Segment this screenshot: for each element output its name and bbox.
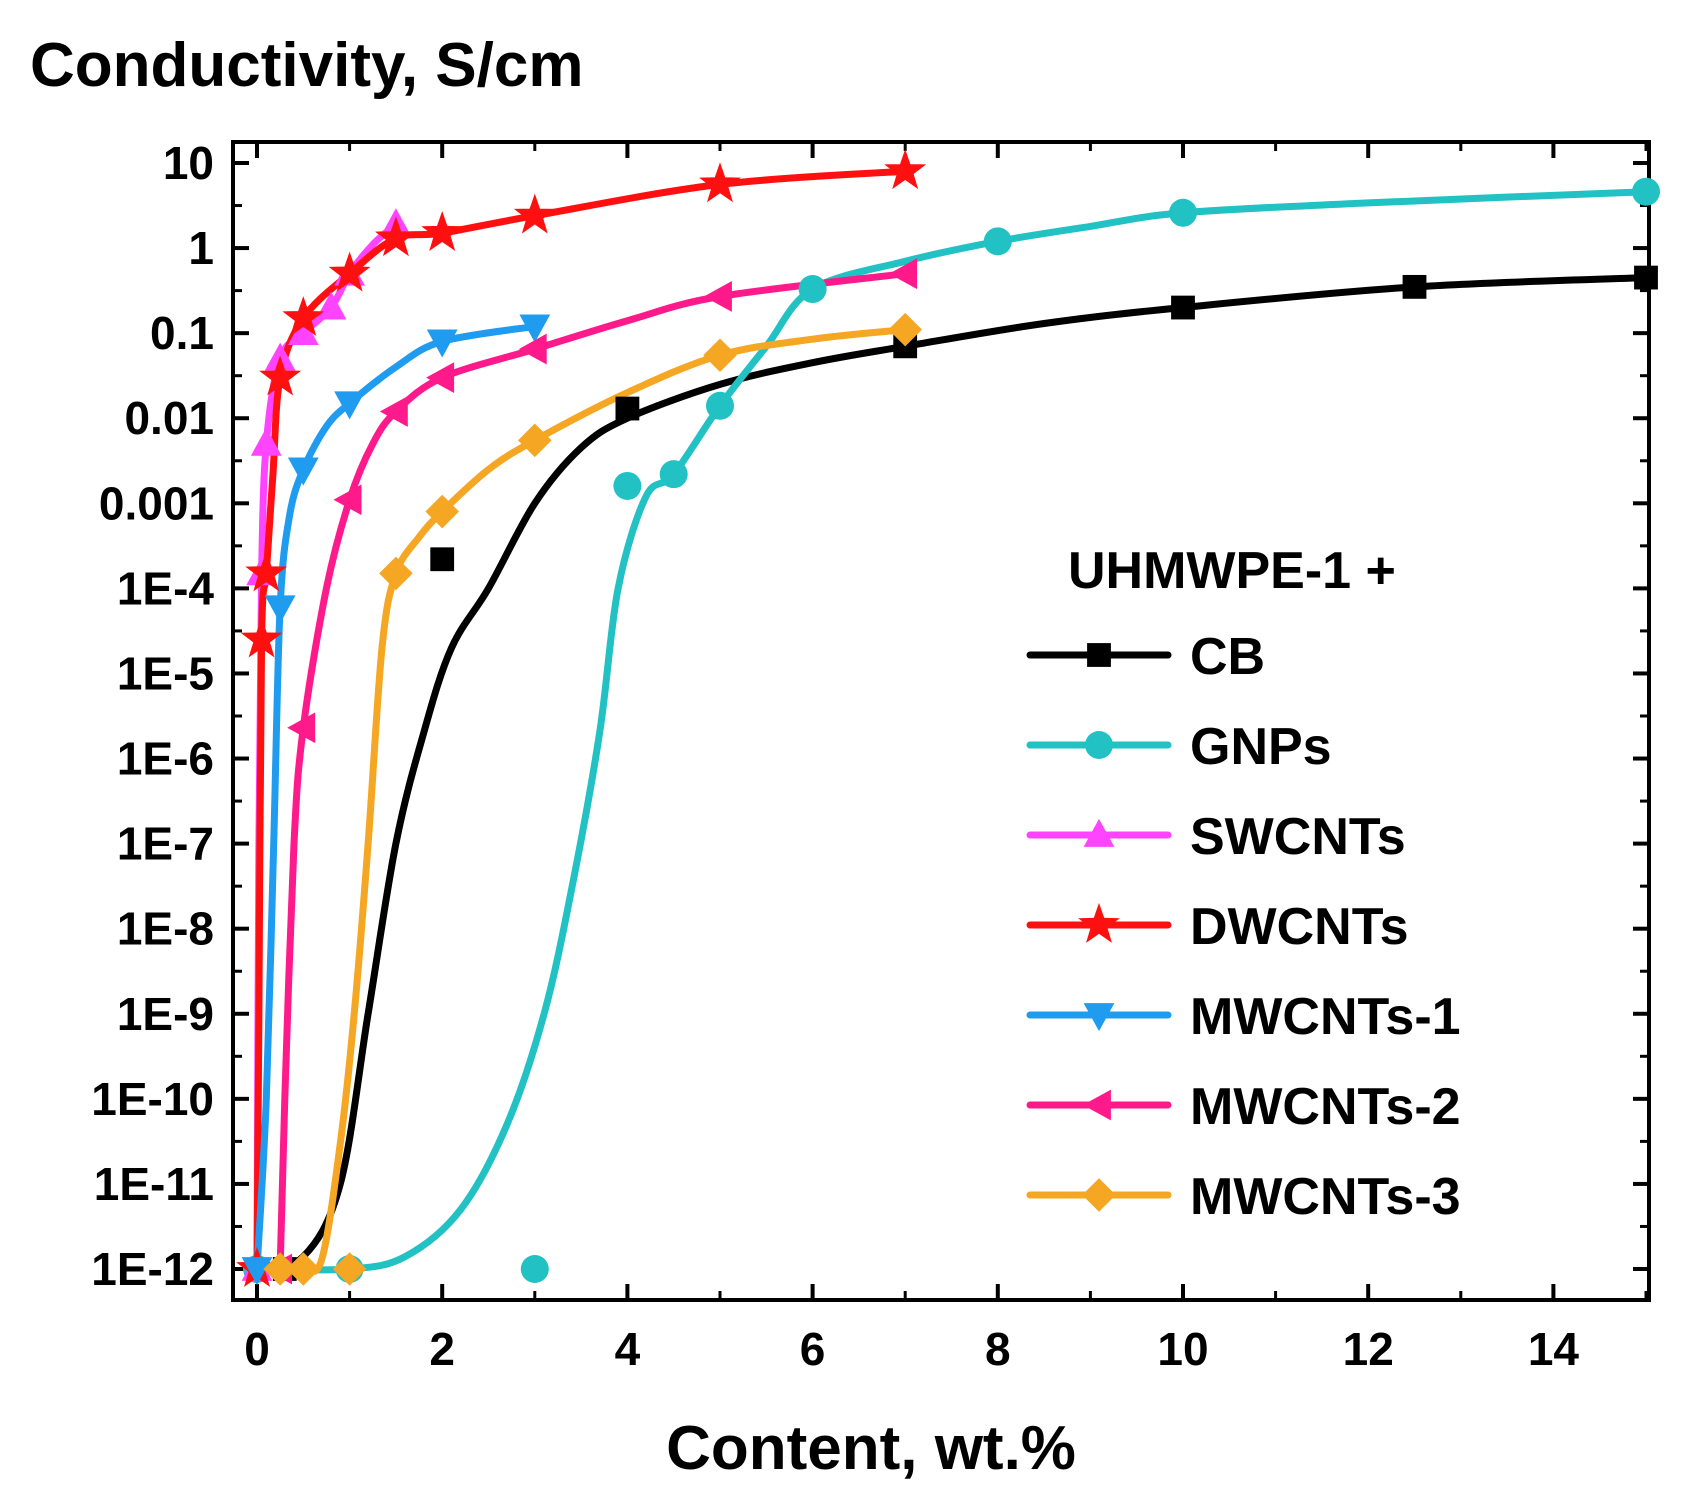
data-point-dwcnts — [282, 296, 325, 336]
y-axis: 1E-12 1E-11 1E-10 1E-9 1E-8 1E-7 1E-6 1E-5 1E-4 0… — [91, 137, 1649, 1295]
data-point-cb — [1634, 265, 1658, 290]
data-point-dwcnts — [374, 216, 417, 257]
data-point-mwcnts-1 — [334, 391, 365, 420]
data-point-mwcnts-1 — [241, 1257, 273, 1286]
legend-label-gnps: GNPs — [1190, 718, 1332, 776]
data-point-dwcnts — [245, 551, 288, 592]
x-axis-title: Content, wt.% — [666, 1414, 1076, 1483]
data-point-dwcnts — [421, 211, 464, 252]
data-point-gnps — [520, 1255, 549, 1283]
data-point-mwcnts-3 — [518, 423, 552, 458]
data-point-mwcnts-1 — [426, 329, 458, 358]
data-point-gnps — [613, 471, 642, 500]
data-point-mwcnts-2 — [379, 396, 408, 427]
x-tick-label: 6 — [800, 1323, 826, 1375]
data-point-cb — [430, 547, 455, 572]
legend-marker-mwcnts-1 — [1083, 1003, 1115, 1032]
data-point-cb — [1402, 274, 1427, 299]
data-point-cb — [1171, 295, 1195, 320]
data-point-mwcnts-2 — [703, 281, 732, 312]
legend-marker-cb — [1087, 643, 1111, 667]
y-tick-label: 0.1 — [150, 307, 214, 359]
data-point-mwcnts-3 — [703, 338, 737, 373]
x-axis: 0 2 4 6 8 10 12 14 — [244, 142, 1648, 1375]
data-point-mwcnts-3 — [379, 556, 413, 591]
data-point-mwcnts-3 — [286, 1252, 321, 1286]
data-point-mwcnts-3 — [888, 312, 922, 347]
legend-marker-swcnts — [1083, 818, 1115, 847]
y-tick-label: 0.01 — [124, 392, 214, 444]
x-tick-label: 0 — [244, 1323, 270, 1375]
data-point-gnps — [659, 460, 688, 489]
legend-label-mwcnts-2: MWCNTs-2 — [1190, 1078, 1461, 1136]
legend-label-cb: CB — [1190, 628, 1265, 686]
series-line-mwcnts-3 — [276, 326, 909, 1275]
data-point-mwcnts-3 — [425, 494, 459, 529]
legend-label-dwcnts: DWCNTs — [1190, 898, 1409, 956]
data-point-dwcnts — [240, 617, 283, 658]
y-tick-label: 1E-10 — [91, 1073, 214, 1125]
data-point-swcnts — [287, 317, 319, 346]
data-point-dwcnts — [884, 149, 927, 190]
data-point-dwcnts — [699, 162, 741, 203]
data-point-dwcnts — [259, 355, 302, 396]
data-point-gnps — [798, 275, 827, 304]
y-tick-label: 1E-9 — [117, 988, 214, 1040]
data-point-mwcnts-2 — [518, 333, 547, 365]
data-point-dwcnts — [513, 193, 556, 234]
x-tick-label: 10 — [1157, 1323, 1208, 1375]
y-tick-label: 1E-7 — [117, 818, 214, 870]
data-point-mwcnts-2 — [333, 484, 362, 516]
y-tick-label: 1E-12 — [91, 1243, 214, 1295]
legend-label-mwcnts-1: MWCNTs-1 — [1190, 988, 1461, 1046]
series-line-mwcnts-1 — [253, 322, 539, 1273]
data-point-mwcnts-3 — [332, 1252, 367, 1286]
data-point-mwcnts-2 — [287, 712, 316, 744]
data-point-gnps — [983, 227, 1012, 256]
legend-title: UHMWPE-1 + — [1068, 542, 1396, 600]
y-tick-label: 1E-4 — [117, 562, 215, 614]
data-point-swcnts — [315, 291, 347, 320]
data-point-mwcnts-3 — [263, 1252, 297, 1286]
legend-label-mwcnts-3: MWCNTs-3 — [1190, 1168, 1461, 1226]
legend-marker-mwcnts-2 — [1082, 1089, 1111, 1121]
data-point-gnps — [706, 391, 734, 420]
legend: CB GNPs SWCNTs DWCNTs MWCNTs-1 MWCNTs-2 MWCNTs… — [1026, 628, 1461, 1226]
data-point-mwcnts-2 — [426, 362, 455, 394]
legend-marker-gnps — [1085, 731, 1113, 759]
data-point-gnps — [1632, 177, 1660, 206]
y-tick-label: 1E-6 — [117, 733, 214, 785]
data-point-dwcnts — [328, 251, 371, 292]
y-tick-label: 1 — [188, 222, 214, 274]
y-tick-label: 1E-5 — [117, 647, 214, 699]
legend-label-swcnts: SWCNTs — [1190, 808, 1406, 866]
x-tick-label: 12 — [1343, 1323, 1394, 1375]
series-markers — [236, 149, 1660, 1287]
legend-marker-mwcnts-3 — [1082, 1178, 1116, 1212]
series-line-mwcnts-2 — [276, 270, 909, 1273]
x-tick-label: 2 — [429, 1323, 455, 1375]
x-tick-label: 4 — [615, 1323, 641, 1375]
y-axis-title: Conductivity, S/cm — [30, 31, 584, 100]
y-tick-label: 0.001 — [99, 477, 214, 529]
x-tick-label: 8 — [985, 1323, 1011, 1375]
y-tick-label: 1E-8 — [117, 903, 214, 955]
data-point-mwcnts-1 — [264, 595, 296, 624]
plot-frame — [231, 140, 1651, 1302]
y-tick-label: 1E-11 — [94, 1158, 214, 1210]
x-tick-label: 14 — [1528, 1323, 1580, 1375]
data-point-swcnts — [250, 427, 282, 456]
legend-marker-dwcnts — [1078, 902, 1120, 943]
data-point-mwcnts-2 — [889, 258, 918, 290]
y-tick-label: 10 — [163, 137, 214, 189]
data-point-mwcnts-1 — [519, 314, 551, 343]
data-point-cb — [615, 396, 640, 421]
data-point-mwcnts-1 — [287, 457, 319, 486]
data-point-gnps — [1169, 198, 1197, 227]
